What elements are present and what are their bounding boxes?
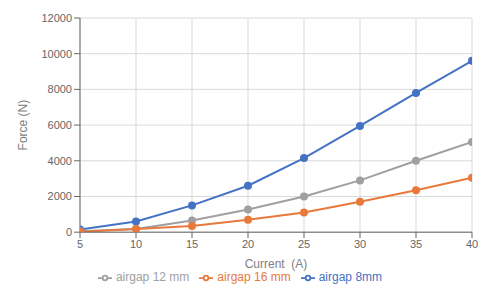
svg-text:8000: 8000: [48, 83, 72, 95]
svg-text:20: 20: [242, 238, 254, 250]
svg-text:2000: 2000: [48, 190, 72, 202]
html-text:airgap 12 mm: airgap 12 mm: [115, 270, 190, 285]
svg-text:0: 0: [66, 226, 72, 238]
html-text:airgap 16 mm: airgap 16 mm: [217, 270, 291, 285]
svg-text:4000: 4000: [48, 155, 72, 167]
svg-text:40: 40: [466, 238, 478, 250]
svg-text:6000: 6000: [48, 119, 72, 131]
svg-text:25: 25: [298, 238, 310, 250]
svg-text:Force (N): Force (N): [16, 100, 30, 151]
svg-text:5: 5: [77, 238, 83, 250]
svg-text:15: 15: [186, 238, 198, 250]
svg-text:30: 30: [354, 238, 366, 250]
html-text:airgap 8mm: airgap 8mm: [318, 270, 382, 285]
svg-text:Current (A): Current (A): [245, 257, 308, 271]
svg-text:12000: 12000: [41, 12, 72, 24]
svg-text:10000: 10000: [41, 48, 72, 60]
svg-text:35: 35: [410, 238, 422, 250]
svg-text:10: 10: [130, 238, 142, 250]
